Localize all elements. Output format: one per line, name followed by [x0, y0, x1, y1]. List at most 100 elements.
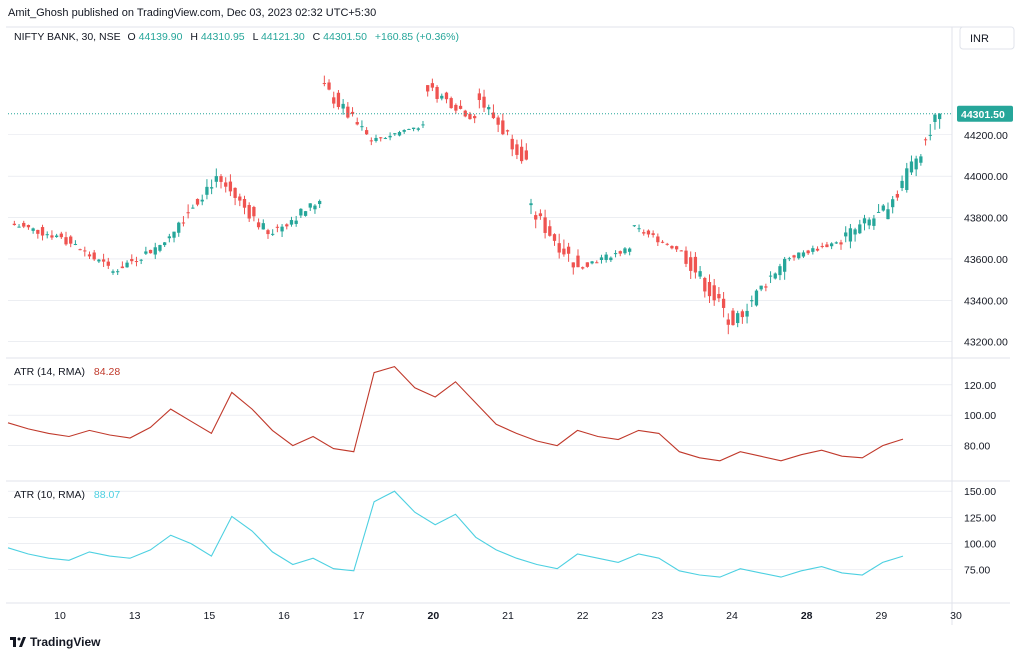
- candle-body: [332, 97, 336, 104]
- candle-body: [158, 245, 162, 251]
- candle-body: [379, 137, 383, 139]
- candle-body: [923, 139, 928, 141]
- candle-body: [815, 248, 820, 251]
- candle-body: [181, 222, 186, 224]
- candle-body: [717, 293, 721, 299]
- candle-body: [933, 114, 937, 122]
- candle-body: [463, 110, 467, 117]
- candle-body: [308, 203, 312, 208]
- candle-body: [656, 236, 660, 243]
- atr-tick-label: 75.00: [964, 565, 990, 577]
- low-label: L: [253, 31, 259, 43]
- candle-body: [844, 232, 848, 237]
- candle-body: [693, 256, 698, 273]
- candle-body: [482, 96, 486, 108]
- candle-body: [895, 193, 900, 198]
- candle-body: [487, 107, 491, 110]
- last-price-label: 44301.50: [961, 109, 1005, 121]
- atr14-pane[interactable]: 80.00 100.00 120.00 ATR (14, RMA) 84.28: [7, 365, 996, 462]
- candle-body: [266, 230, 270, 235]
- open-value: 44139.90: [139, 31, 183, 43]
- candle-body: [529, 203, 533, 206]
- candle-body: [519, 146, 524, 162]
- candle-body: [562, 248, 566, 255]
- candle-body: [116, 271, 120, 273]
- candle-body: [106, 261, 110, 266]
- candle-body: [684, 250, 688, 264]
- candle-body: [167, 236, 171, 239]
- time-tick-label: 15: [203, 610, 215, 622]
- candle-body: [773, 273, 777, 279]
- currency-button[interactable]: INR: [959, 26, 1015, 50]
- candle-body: [402, 130, 406, 132]
- candle-body: [327, 82, 331, 90]
- candle-body: [252, 206, 256, 217]
- candle-body: [491, 112, 496, 119]
- candle-body: [393, 133, 397, 135]
- candle-body: [811, 248, 815, 252]
- candle-body: [726, 319, 730, 325]
- time-tick-label: 16: [278, 610, 290, 622]
- candle-body: [905, 168, 909, 190]
- atr14-axis[interactable]: 80.00 100.00 120.00: [964, 380, 996, 453]
- candle-body: [454, 104, 458, 111]
- candle-body: [238, 196, 242, 201]
- candle-body: [228, 181, 233, 192]
- atr-tick-label: 100.00: [964, 410, 996, 422]
- price-grid: [8, 134, 952, 342]
- currency-label: INR: [970, 33, 989, 45]
- time-axis[interactable]: 10 13 15 16 17 20 21 22 23 24 28 29 30: [54, 610, 962, 622]
- candle-body: [388, 135, 392, 138]
- candle-body: [303, 211, 308, 216]
- atr-tick-label: 150.00: [964, 486, 996, 498]
- candle-body: [651, 233, 655, 235]
- candle-body: [557, 243, 561, 253]
- candle-body: [660, 241, 665, 243]
- svg-text:ATR (14, RMA) 84.28: ATR (14, RMA) 84.28: [14, 366, 120, 378]
- candle-body: [515, 144, 519, 155]
- atr10-pane[interactable]: 75.00 100.00 125.00 150.00 ATR (10, RMA) 88…: [7, 486, 996, 578]
- candle-body: [712, 285, 716, 301]
- candle-body: [848, 228, 853, 242]
- candle-body: [595, 262, 599, 264]
- candle-body: [40, 227, 45, 236]
- candle-body: [261, 223, 265, 230]
- candle-body: [200, 199, 204, 202]
- candle-body: [271, 233, 275, 235]
- atr14-value: 84.28: [94, 366, 120, 378]
- candle-body: [280, 226, 284, 232]
- candle-body: [754, 290, 759, 306]
- candle-body: [665, 243, 669, 245]
- candle-body: [83, 250, 87, 252]
- candle-body: [891, 199, 895, 208]
- tradingview-logo[interactable]: TradingView: [10, 635, 100, 649]
- candle-body: [69, 236, 73, 244]
- tradingview-logo-icon: [10, 637, 26, 647]
- candle-body: [632, 225, 636, 227]
- candle-body: [364, 130, 369, 135]
- candle-body: [759, 285, 763, 290]
- time-tick-label: 28: [801, 610, 813, 622]
- candle-body: [12, 223, 16, 226]
- atr10-value: 88.07: [94, 489, 120, 501]
- price-tick-label: 43800.00: [964, 213, 1008, 225]
- price-pane[interactable]: 43200.00 43400.00 43600.00 43800.00 44000.00…: [6, 26, 1015, 349]
- candle-body: [36, 229, 40, 234]
- candle-body: [801, 252, 806, 257]
- high-label: H: [190, 31, 198, 43]
- candle-body: [928, 134, 932, 136]
- price-axis[interactable]: 43200.00 43400.00 43600.00 43800.00 44000.00…: [964, 130, 1008, 349]
- candle-body: [571, 262, 575, 268]
- candle-body: [73, 243, 78, 245]
- atr10-axis[interactable]: 75.00 100.00 125.00 150.00: [964, 486, 996, 577]
- candle-body: [623, 248, 627, 254]
- candle-body: [703, 277, 707, 292]
- candle-body: [628, 248, 632, 252]
- candle-body: [177, 222, 181, 233]
- candle-body: [191, 207, 195, 209]
- candle-body: [163, 242, 167, 246]
- candle-body: [721, 298, 726, 308]
- candle-body: [186, 212, 190, 214]
- price-tick-label: 43400.00: [964, 295, 1008, 307]
